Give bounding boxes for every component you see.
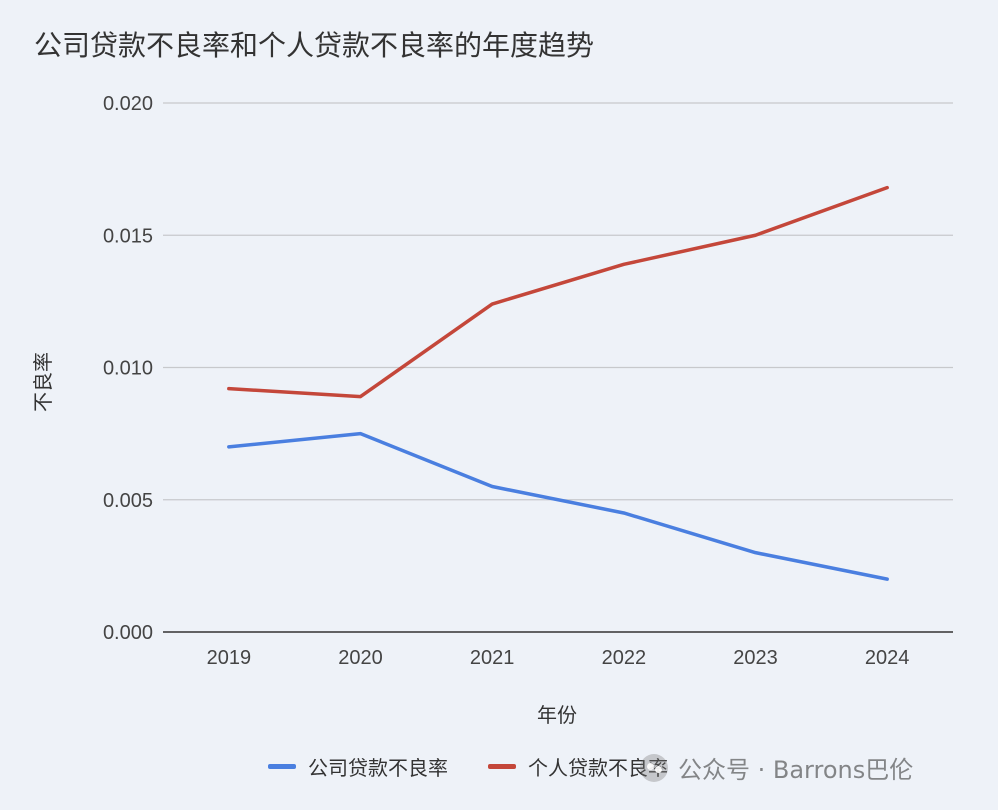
x-tick-label: 2021 (470, 647, 515, 669)
wechat-icon (640, 753, 668, 782)
legend-label-personal: 个人贷款不良率 (528, 756, 668, 780)
x-tick-label: 2023 (733, 647, 778, 669)
x-axis-ticks: 2019 2020 2021 2022 2023 2024 (207, 647, 910, 669)
x-tick-label: 2019 (207, 647, 252, 669)
y-axis-ticks: 0.000 0.005 0.010 0.015 0.020 (103, 93, 153, 644)
y-tick-label: 0.005 (103, 490, 153, 512)
y-tick-label: 0.015 (103, 225, 153, 247)
series-lines (227, 185, 889, 581)
series-line-personal (227, 185, 889, 399)
chart-title: 公司贷款不良率和个人贷款不良率的年度趋势 (34, 29, 595, 62)
x-axis-label: 年份 (537, 703, 577, 727)
legend: 公司贷款不良率 个人贷款不良率 (268, 752, 668, 781)
x-tick-label: 2024 (865, 647, 910, 669)
legend-swatch-corporate (268, 764, 296, 769)
x-tick-label: 2022 (602, 647, 647, 669)
y-tick-label: 0.020 (103, 93, 153, 115)
watermark-text: 公众号 · Barrons巴伦 (678, 756, 914, 784)
legend-item-personal: 个人贷款不良率 (488, 752, 668, 781)
y-axis-label: 不良率 (31, 352, 55, 412)
legend-label-corporate: 公司贷款不良率 (308, 756, 448, 780)
y-tick-label: 0.000 (103, 622, 153, 644)
x-tick-label: 2020 (338, 647, 383, 669)
gridlines (163, 102, 953, 633)
legend-swatch-personal (488, 764, 516, 769)
watermark: 公众号 · Barrons巴伦 (640, 750, 913, 785)
legend-item-corporate: 公司贷款不良率 (268, 752, 448, 781)
series-line-corporate (227, 431, 889, 581)
y-tick-label: 0.010 (103, 358, 153, 380)
